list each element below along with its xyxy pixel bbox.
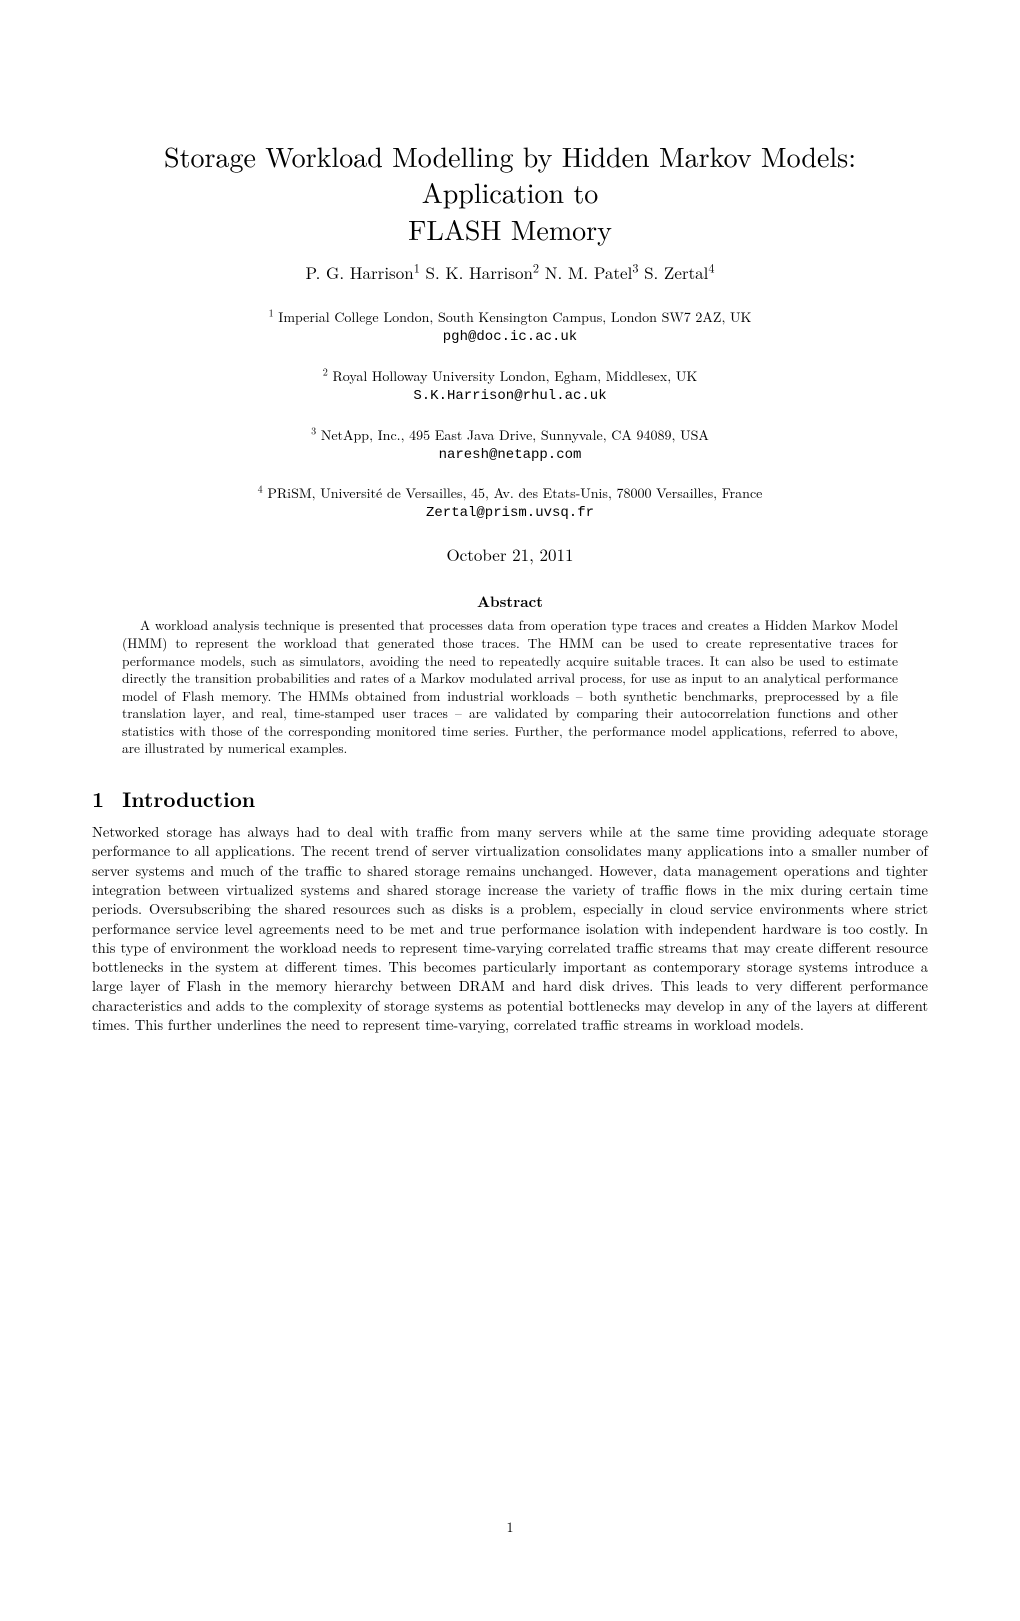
page-number: 1 bbox=[92, 1518, 928, 1537]
affiliation-1: 1 Imperial College London, South Kensing… bbox=[92, 308, 928, 347]
author-4-sup: 4 bbox=[708, 259, 714, 277]
section-1-body: Networked storage has always had to deal… bbox=[92, 823, 928, 1035]
affil-3-email: naresh@netapp.com bbox=[92, 446, 928, 465]
title-line-1: Storage Workload Modelling by Hidden Mar… bbox=[164, 136, 856, 212]
affiliation-4: 4 PRiSM, Université de Versailles, 45, A… bbox=[92, 484, 928, 523]
abstract-heading: Abstract bbox=[92, 592, 928, 612]
paper-title: Storage Workload Modelling by Hidden Mar… bbox=[92, 138, 928, 247]
author-4: S. Zertal bbox=[638, 260, 708, 284]
author-line: P. G. Harrison1 S. K. Harrison2 N. M. Pa… bbox=[92, 261, 928, 284]
affil-1-email: pgh@doc.ic.ac.uk bbox=[92, 328, 928, 347]
affiliation-2: 2 Royal Holloway University London, Egha… bbox=[92, 367, 928, 406]
author-2: S. K. Harrison bbox=[420, 260, 533, 284]
affil-2-body: Royal Holloway University London, Egham,… bbox=[328, 366, 697, 386]
affil-4-body: PRiSM, Université de Versailles, 45, Av.… bbox=[263, 483, 763, 503]
affil-4-text: 4 PRiSM, Université de Versailles, 45, A… bbox=[92, 484, 928, 503]
paper-date: October 21, 2011 bbox=[92, 543, 928, 566]
affil-1-text: 1 Imperial College London, South Kensing… bbox=[92, 308, 928, 327]
affil-2-email: S.K.Harrison@rhul.ac.uk bbox=[92, 387, 928, 406]
abstract-text: A workload analysis technique is present… bbox=[122, 616, 898, 756]
affil-1-body: Imperial College London, South Kensingto… bbox=[274, 307, 752, 327]
section-1-number: 1 bbox=[92, 784, 104, 814]
section-1-heading: 1 Introduction bbox=[92, 785, 928, 813]
abstract-body: A workload analysis technique is present… bbox=[122, 616, 898, 756]
affil-3-text: 3 NetApp, Inc., 495 East Java Drive, Sun… bbox=[92, 426, 928, 445]
title-line-2: FLASH Memory bbox=[408, 209, 612, 249]
section-1-title: Introduction bbox=[122, 784, 255, 814]
affil-2-text: 2 Royal Holloway University London, Egha… bbox=[92, 367, 928, 386]
affil-3-body: NetApp, Inc., 495 East Java Drive, Sunny… bbox=[316, 425, 709, 445]
author-1: P. G. Harrison bbox=[305, 260, 413, 284]
affiliation-3: 3 NetApp, Inc., 495 East Java Drive, Sun… bbox=[92, 426, 928, 465]
author-3: N. M. Patel bbox=[539, 260, 632, 284]
affil-4-email: Zertal@prism.uvsq.fr bbox=[92, 504, 928, 523]
